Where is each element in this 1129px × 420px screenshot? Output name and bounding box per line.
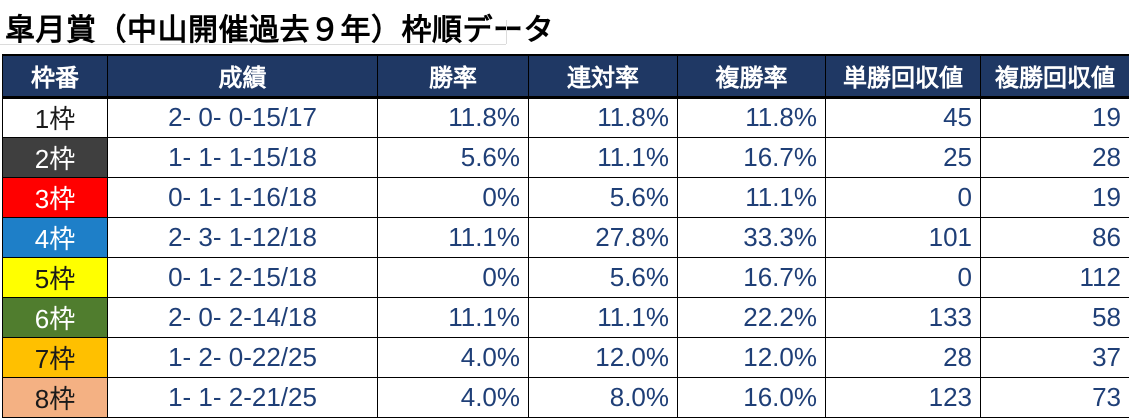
win-return-cell: 133 — [825, 296, 981, 338]
win-rate-cell: 11.8% — [377, 96, 529, 138]
record-cell: 0- 1- 1-16/18 — [107, 176, 378, 218]
frame-cell: 6枠 — [2, 296, 108, 338]
win-rate-cell: 11.1% — [377, 216, 529, 258]
table-row: 2枠 1- 1- 1-15/18 5.6% 11.1% 16.7% 25 28 — [2, 136, 1129, 178]
show-return-cell: 112 — [980, 256, 1129, 298]
column-header-frame: 枠番 — [2, 54, 108, 99]
win-rate-cell: 0% — [377, 256, 529, 298]
column-header-place-rate: 連対率 — [528, 54, 678, 99]
win-return-cell: 0 — [825, 176, 981, 218]
place-rate-cell: 8.0% — [528, 376, 678, 418]
win-rate-cell: 4.0% — [377, 376, 529, 418]
place-rate-cell: 5.6% — [528, 256, 678, 298]
place-rate-cell: 11.1% — [528, 296, 678, 338]
win-return-cell: 101 — [825, 216, 981, 258]
show-rate-cell: 16.0% — [677, 376, 826, 418]
table-row: 7枠 1- 2- 0-22/25 4.0% 12.0% 12.0% 28 37 — [2, 336, 1129, 378]
win-return-cell: 123 — [825, 376, 981, 418]
table-row: 8枠 1- 1- 2-21/25 4.0% 8.0% 16.0% 123 73 — [2, 376, 1129, 418]
frame-cell: 2枠 — [2, 136, 108, 178]
win-return-cell: 45 — [825, 96, 981, 138]
table-row: 4枠 2- 3- 1-12/18 11.1% 27.8% 33.3% 101 8… — [2, 216, 1129, 258]
show-return-cell: 73 — [980, 376, 1129, 418]
record-cell: 2- 3- 1-12/18 — [107, 216, 378, 258]
table-header: 枠番 成績 勝率 連対率 複勝率 単勝回収値 複勝回収値 — [2, 54, 1129, 99]
show-return-cell: 58 — [980, 296, 1129, 338]
page-title: 皐月賞（中山開催過去９年）枠順データ — [5, 14, 554, 47]
win-rate-cell: 5.6% — [377, 136, 529, 178]
column-header-show-rate: 複勝率 — [677, 54, 826, 99]
column-header-win-return: 単勝回収値 — [825, 54, 981, 99]
win-return-cell: 0 — [825, 256, 981, 298]
place-rate-cell: 27.8% — [528, 216, 678, 258]
place-rate-cell: 11.8% — [528, 96, 678, 138]
record-cell: 0- 1- 2-15/18 — [107, 256, 378, 298]
table-row: 5枠 0- 1- 2-15/18 0% 5.6% 16.7% 0 112 — [2, 256, 1129, 298]
table-row: 1枠 2- 0- 0-15/17 11.8% 11.8% 11.8% 45 19 — [2, 96, 1129, 138]
win-rate-cell: 4.0% — [377, 336, 529, 378]
spreadsheet-gridline-vertical — [506, 20, 507, 44]
show-return-cell: 19 — [980, 96, 1129, 138]
record-cell: 2- 0- 2-14/18 — [107, 296, 378, 338]
frame-data-table: 枠番 成績 勝率 連対率 複勝率 単勝回収値 複勝回収値 1枠 2- 0- 0-… — [2, 54, 1129, 418]
win-rate-cell: 11.1% — [377, 296, 529, 338]
table-row: 6枠 2- 0- 2-14/18 11.1% 11.1% 22.2% 133 5… — [2, 296, 1129, 338]
place-rate-cell: 5.6% — [528, 176, 678, 218]
frame-cell: 8枠 — [2, 376, 108, 418]
show-rate-cell: 16.7% — [677, 256, 826, 298]
show-rate-cell: 16.7% — [677, 136, 826, 178]
show-rate-cell: 11.8% — [677, 96, 826, 138]
record-cell: 1- 2- 0-22/25 — [107, 336, 378, 378]
record-cell: 2- 0- 0-15/17 — [107, 96, 378, 138]
show-rate-cell: 11.1% — [677, 176, 826, 218]
column-header-win-rate: 勝率 — [377, 54, 529, 99]
frame-cell: 4枠 — [2, 216, 108, 258]
table-row: 3枠 0- 1- 1-16/18 0% 5.6% 11.1% 0 19 — [2, 176, 1129, 218]
show-return-cell: 86 — [980, 216, 1129, 258]
place-rate-cell: 11.1% — [528, 136, 678, 178]
show-rate-cell: 22.2% — [677, 296, 826, 338]
win-return-cell: 28 — [825, 336, 981, 378]
show-return-cell: 28 — [980, 136, 1129, 178]
table-body: 1枠 2- 0- 0-15/17 11.8% 11.8% 11.8% 45 19… — [2, 96, 1129, 418]
record-cell: 1- 1- 2-21/25 — [107, 376, 378, 418]
show-rate-cell: 33.3% — [677, 216, 826, 258]
show-return-cell: 19 — [980, 176, 1129, 218]
win-rate-cell: 0% — [377, 176, 529, 218]
column-header-show-return: 複勝回収値 — [980, 54, 1129, 99]
frame-cell: 1枠 — [2, 96, 108, 138]
place-rate-cell: 12.0% — [528, 336, 678, 378]
frame-cell: 5枠 — [2, 256, 108, 298]
spreadsheet-gridline-horizontal — [0, 44, 506, 45]
show-return-cell: 37 — [980, 336, 1129, 378]
column-header-record: 成績 — [107, 54, 378, 99]
frame-cell: 7枠 — [2, 336, 108, 378]
header-row: 枠番 成績 勝率 連対率 複勝率 単勝回収値 複勝回収値 — [2, 54, 1129, 99]
win-return-cell: 25 — [825, 136, 981, 178]
record-cell: 1- 1- 1-15/18 — [107, 136, 378, 178]
show-rate-cell: 12.0% — [677, 336, 826, 378]
frame-cell: 3枠 — [2, 176, 108, 218]
